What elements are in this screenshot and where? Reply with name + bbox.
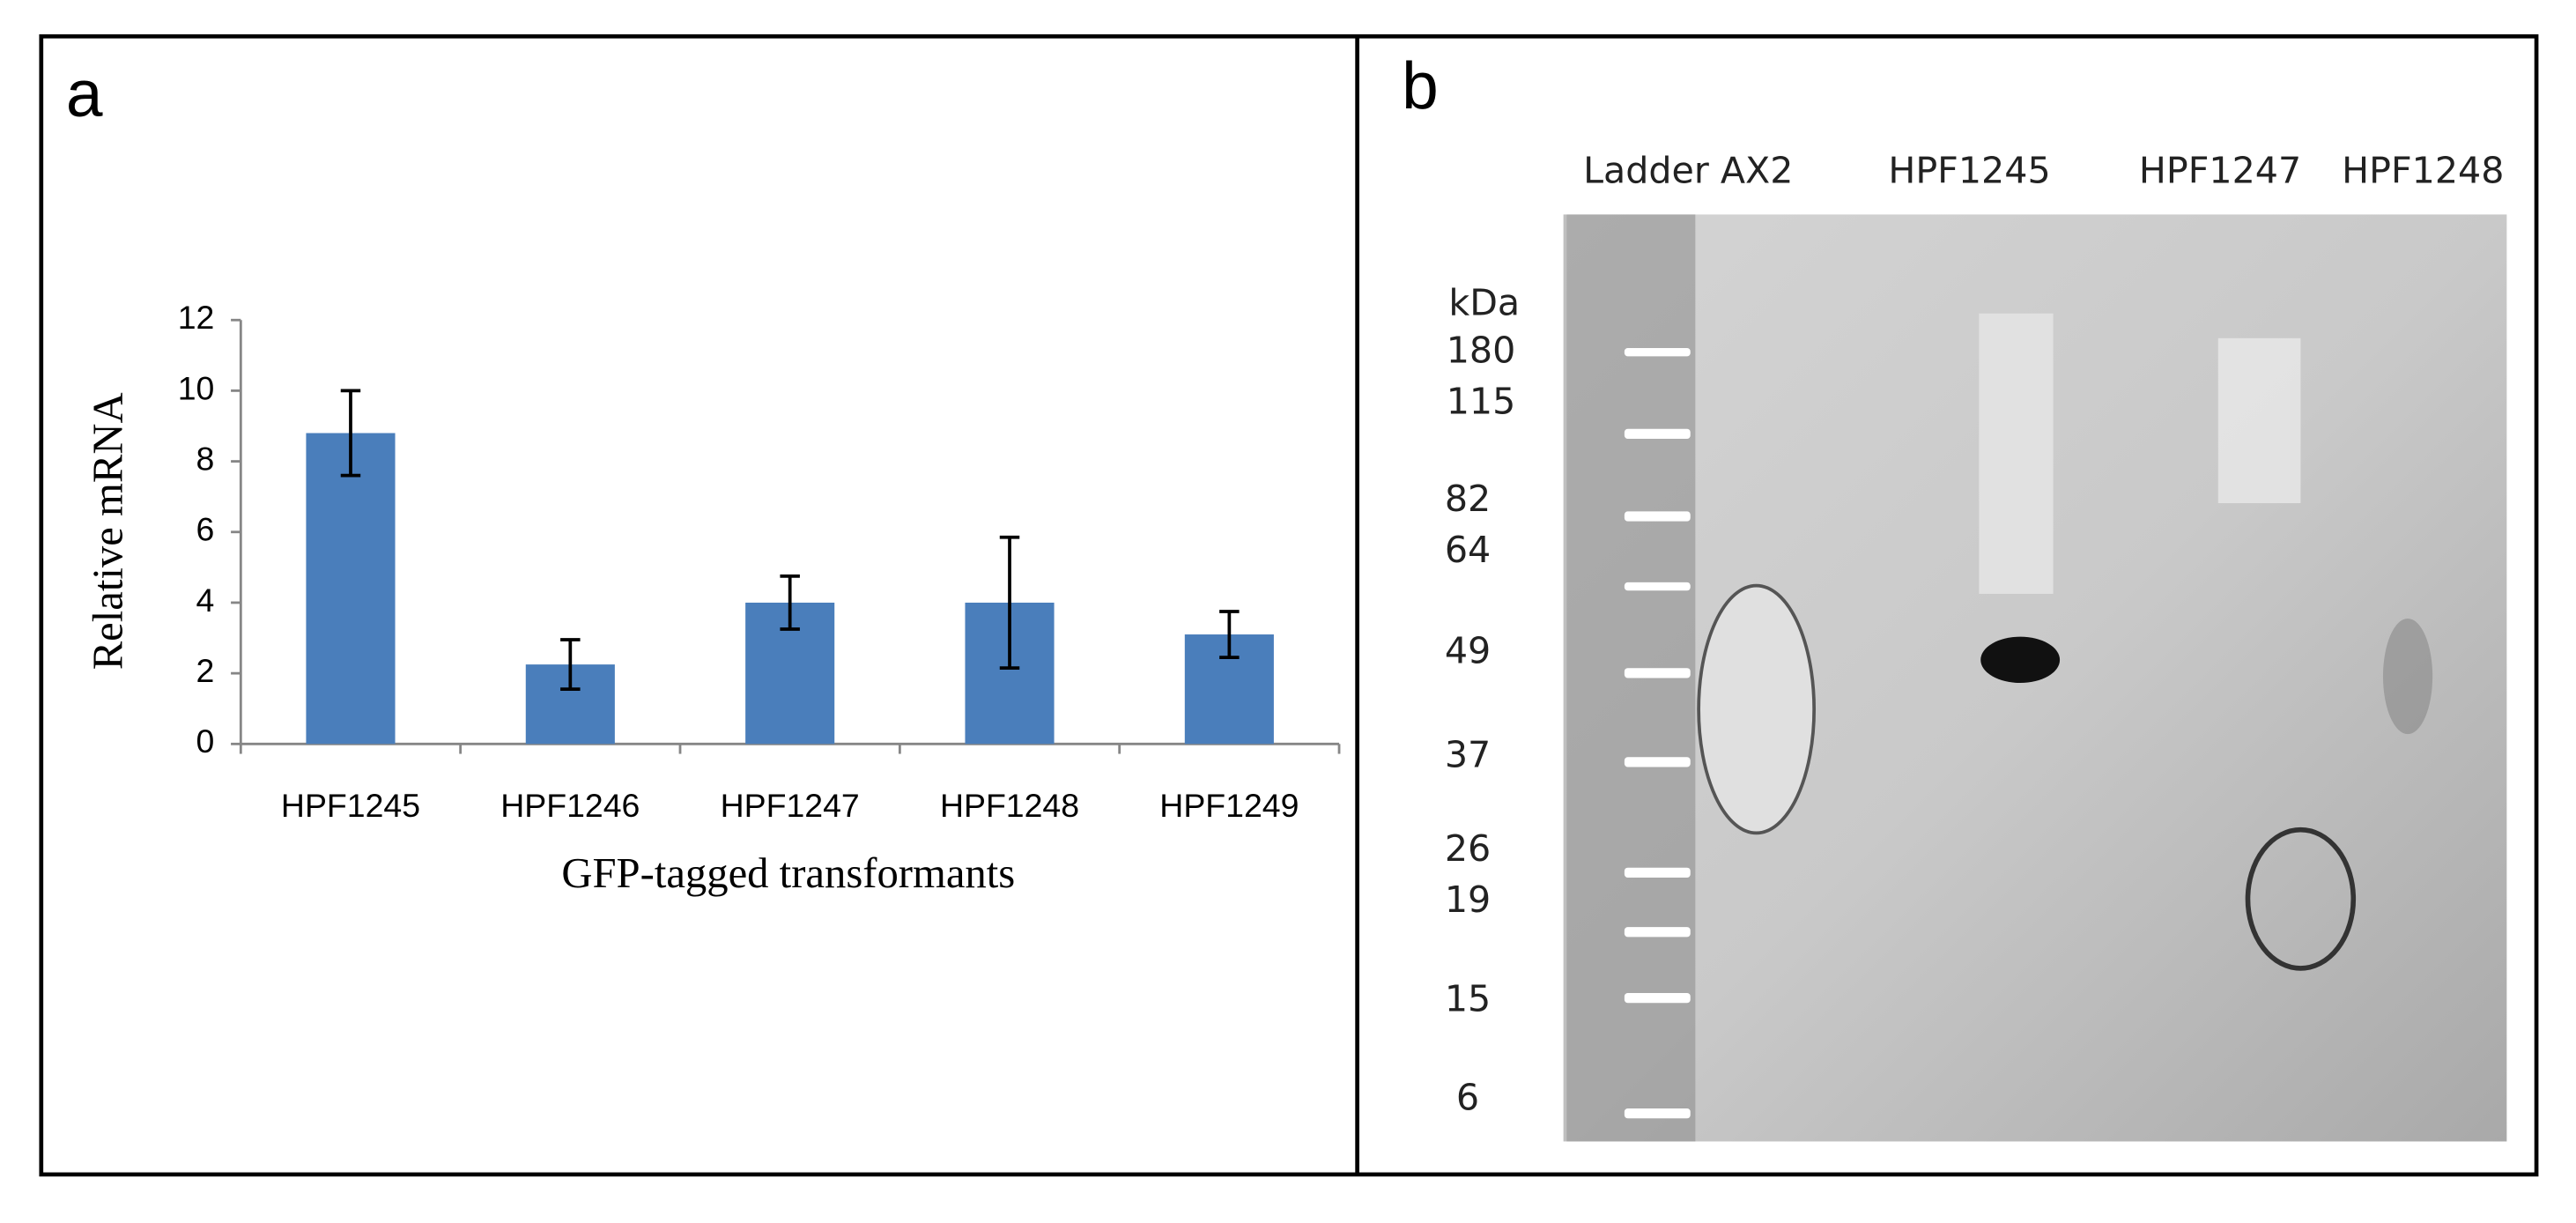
x-tick-label: HPF1249 xyxy=(1159,787,1299,824)
marker-label: 6 xyxy=(1456,1077,1479,1119)
blot-features xyxy=(1563,214,2433,1142)
bar xyxy=(306,433,396,745)
error-bar xyxy=(340,389,361,478)
y-axis-title: Relative mRNA xyxy=(84,392,131,670)
y-tick-label: 6 xyxy=(196,511,215,548)
panel-label: a xyxy=(66,56,103,130)
error-bar xyxy=(1219,610,1240,659)
error-bar xyxy=(999,535,1020,670)
marker-label: 26 xyxy=(1445,827,1491,870)
y-tick-label: 12 xyxy=(178,299,215,336)
y-tick-label: 0 xyxy=(196,723,215,760)
x-tick-label: HPF1245 xyxy=(281,787,420,824)
error-bar xyxy=(560,638,581,692)
y-tick-label: 4 xyxy=(196,582,215,619)
lane-label: Ladder AX2 xyxy=(1583,150,1793,192)
x-tick-label: HPF1247 xyxy=(721,787,860,824)
y-tick-label: 10 xyxy=(178,369,215,406)
x-axis-title: GFP-tagged transformants xyxy=(561,849,1015,897)
marker-label: 19 xyxy=(1445,878,1491,921)
marker-label: 180 xyxy=(1447,330,1516,372)
marker-label: 37 xyxy=(1445,733,1491,775)
lane-label: HPF1248 xyxy=(2342,150,2504,192)
marker-label: 115 xyxy=(1447,381,1516,423)
marker-unit: kDa xyxy=(1448,281,1520,323)
marker-label: 15 xyxy=(1445,977,1491,1019)
y-tick-label: 8 xyxy=(196,440,215,477)
error-bar xyxy=(780,574,800,631)
lane-label: HPF1247 xyxy=(2139,150,2301,192)
x-tick-label: HPF1248 xyxy=(940,787,1079,824)
y-tick-label: 2 xyxy=(196,652,215,689)
marker-label: 49 xyxy=(1445,629,1491,671)
marker-label: 64 xyxy=(1445,529,1491,571)
lane-label: HPF1245 xyxy=(1888,150,2050,192)
marker-label: 82 xyxy=(1445,478,1491,520)
x-tick-label: HPF1246 xyxy=(500,787,640,824)
panel-label: b xyxy=(1402,48,1439,122)
